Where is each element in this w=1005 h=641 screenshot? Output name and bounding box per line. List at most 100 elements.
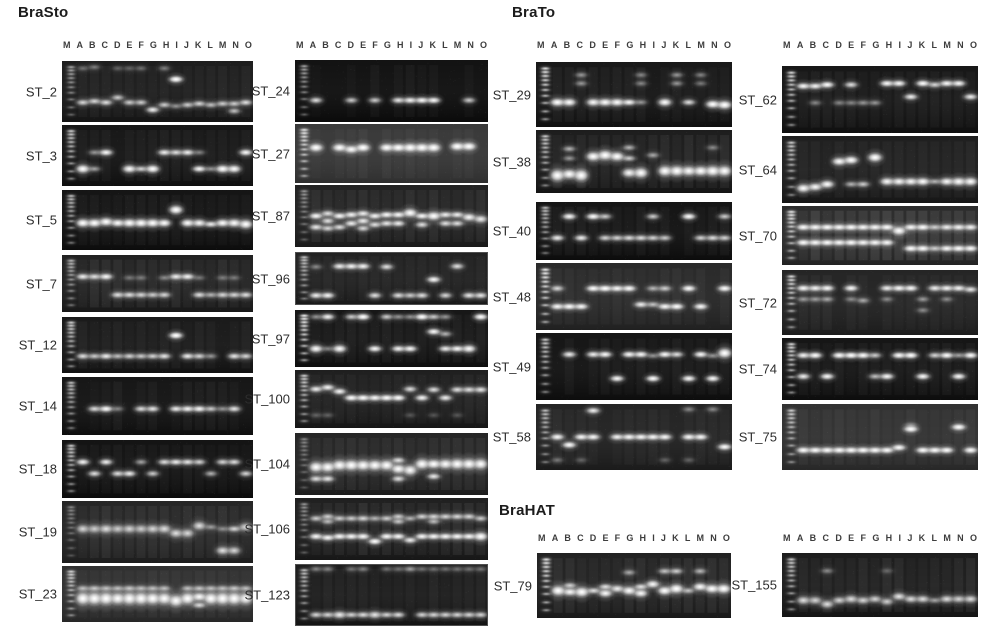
section-title-brasto: BraSto [18,4,69,21]
lane-letter: H [162,40,170,50]
gel-image-st-27 [295,124,488,183]
gel-panel-st-24: ST_24 [252,60,488,122]
lane-letter: K [672,533,679,543]
lane-letter: G [149,40,157,50]
lane-letter: D [347,40,355,50]
lane-letter: O [723,40,731,50]
gel-panel-label: ST_5 [25,212,57,228]
lane-letter: O [969,533,977,543]
gel-panel-label: ST_18 [18,461,57,477]
lane-letter: M [296,40,304,50]
lane-letter: L [931,533,938,543]
lane-letter: L [684,533,691,543]
gel-panel-label: ST_97 [251,331,290,346]
lane-letter: A [309,40,317,50]
gel-panel-label: ST_62 [738,92,777,107]
lane-letter: M [538,533,546,543]
gel-image-st-40 [536,202,732,260]
gel-panel-label: ST_74 [738,361,777,377]
gel-image-st-3 [62,125,253,186]
lane-letter: G [383,40,391,50]
gel-panel-label: ST_2 [25,84,57,99]
section-title-brahat: BraHAT [499,502,555,519]
gel-image-st-155 [782,553,978,617]
lane-letter: M [783,533,791,543]
lane-letter: A [551,533,559,543]
gel-panel-st-104: ST_104 [244,433,488,495]
lane-letter: K [194,40,202,50]
gel-image-st-19 [62,501,253,563]
lane-letter: F [614,40,620,50]
lane-letter: D [835,533,842,543]
lane-letter: C [334,40,342,50]
gel-image-st-100 [295,370,488,428]
lane-letter: E [126,40,133,50]
lane-letter: H [639,40,647,50]
gel-panel-st-49: ST_49 [493,333,732,400]
lane-letter: K [429,40,436,50]
gel-image-st-38 [536,130,732,193]
lane-letter: C [101,40,108,50]
gel-panel-label: ST_3 [25,148,57,163]
lane-letter: D [113,40,121,50]
lane-letter: H [639,533,647,543]
lane-letter: G [872,40,880,50]
gel-panel-label: ST_123 [244,587,290,603]
gel-panel-label: ST_96 [251,271,290,286]
lane-letter: B [88,40,96,50]
gel-panel-label: ST_19 [18,524,57,540]
lane-letter: J [183,40,189,50]
gel-image-st-75 [782,404,978,470]
gel-panel-st-18: ST_18 [19,440,253,498]
lane-letter: M [943,40,951,50]
lane-letter: C [576,40,583,50]
gel-panel-st-38: ST_38 [493,130,732,193]
gel-panel-label: ST_49 [492,359,531,374]
gel-panel-label: ST_14 [18,398,57,414]
gel-panel-st-27: ST_27 [252,124,488,183]
lane-letter: J [418,40,424,50]
gel-image-st-62 [782,66,978,133]
lane-letter: C [822,533,829,543]
lane-letter: M [453,40,462,50]
gel-panel-label: ST_72 [738,295,777,310]
gel-panel-st-23: ST_23 [19,566,253,622]
gel-panel-st-70: ST_70 [739,206,978,265]
gel-image-st-104 [295,433,488,495]
lane-letter: L [207,40,213,50]
lane-letter: N [710,533,717,543]
lane-letter: N [467,40,474,50]
lane-letter: M [63,40,71,50]
lane-letter: F [860,533,866,543]
gel-panel-label: ST_38 [492,154,531,169]
gel-panel-st-100: ST_100 [244,370,488,428]
lane-letter: M [218,40,227,50]
gel-panel-st-123: ST_123 [244,564,488,626]
gel-panel-label: ST_100 [244,391,290,407]
lane-letter: E [848,40,855,50]
lane-letter: B [322,40,329,50]
lane-letter: E [602,40,609,50]
lane-letter: F [138,40,144,50]
gel-image-st-5 [62,190,253,250]
lane-letter: I [898,533,901,543]
gel-panel-st-106: ST_106 [244,498,488,560]
gel-image-st-72 [782,270,978,335]
gel-image-st-29 [536,62,732,127]
lane-letter: O [479,40,487,50]
lane-letter: H [885,533,893,543]
gel-panel-st-87: ST_87 [252,185,488,247]
gel-panel-label: ST_24 [251,83,290,99]
lane-letter: M [697,40,705,50]
lane-letter: D [589,40,596,50]
gel-image-st-106 [295,498,488,560]
lane-letter: K [918,533,926,543]
gel-panel-st-14: ST_14 [19,377,253,435]
gel-panel-label: ST_79 [493,578,532,593]
lane-letter: M [537,40,545,50]
lane-letter: J [907,40,913,50]
gel-image-st-14 [62,377,253,435]
lane-letter: N [232,40,239,50]
lane-letter: L [442,40,448,50]
